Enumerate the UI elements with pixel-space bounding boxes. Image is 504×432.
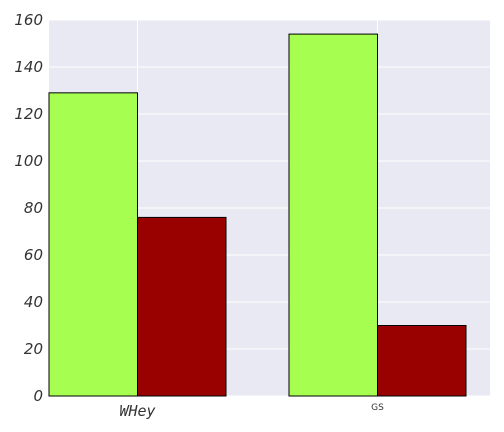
y-tick-label: 60 bbox=[24, 246, 43, 264]
bar-whey-series-2 bbox=[138, 217, 227, 396]
y-tick-label: 40 bbox=[24, 293, 43, 311]
x-axis-ticks: WHey GS bbox=[119, 402, 384, 420]
y-tick-label: 120 bbox=[14, 105, 43, 123]
y-axis-ticks: 0 20 40 60 80 100 120 140 160 bbox=[14, 11, 43, 405]
y-tick-label: 140 bbox=[14, 58, 43, 76]
y-tick-label: 100 bbox=[14, 152, 43, 170]
y-tick-label: 20 bbox=[24, 340, 43, 358]
x-tick-label-gs: GS bbox=[371, 403, 384, 413]
bar-whey-series-1 bbox=[49, 93, 138, 396]
bar-gs-series-2 bbox=[378, 326, 467, 397]
y-tick-label: 80 bbox=[24, 199, 43, 217]
y-tick-label: 160 bbox=[14, 11, 43, 29]
y-tick-label: 0 bbox=[33, 387, 43, 405]
x-tick-label-whey: WHey bbox=[119, 402, 155, 420]
bar-gs-series-1 bbox=[289, 34, 378, 396]
